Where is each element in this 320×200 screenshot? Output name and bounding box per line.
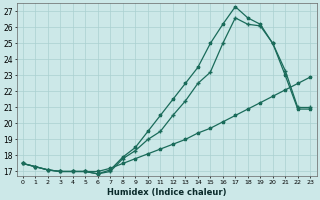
X-axis label: Humidex (Indice chaleur): Humidex (Indice chaleur) xyxy=(107,188,226,197)
